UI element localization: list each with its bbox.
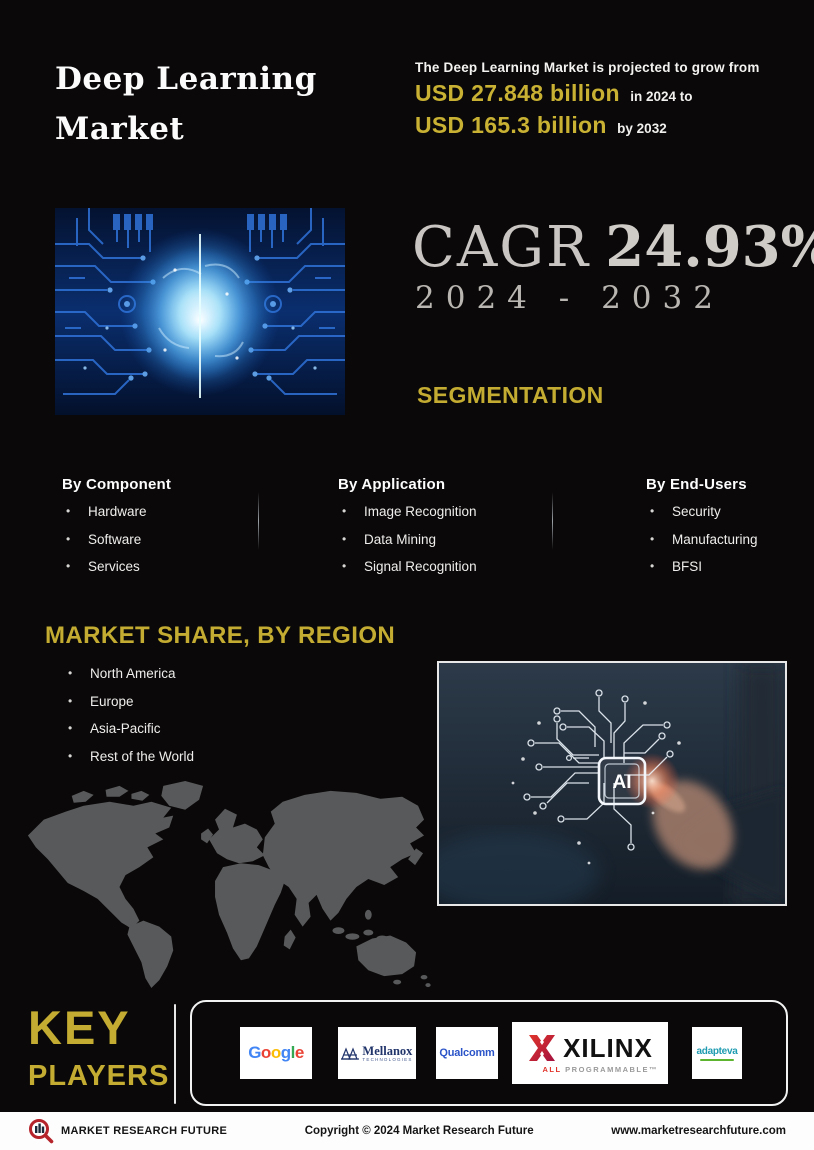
- segment-group-application: By Application Image Recognition Data Mi…: [338, 476, 548, 587]
- trademark-symbol: ™: [649, 1064, 658, 1074]
- page-title-line1: Deep Learning: [55, 61, 317, 97]
- page-title-line2: Market: [55, 111, 185, 147]
- segment-group-component: By Component Hardware Software Services: [62, 476, 252, 587]
- segment-item-list: Hardware Software Services: [62, 504, 252, 574]
- segment-divider: [258, 492, 259, 550]
- logo-letter: o: [260, 1043, 271, 1062]
- region-list: North America Europe Asia-Pacific Rest o…: [64, 666, 194, 776]
- cagr-value: 24.93%: [605, 214, 814, 280]
- qualcomm-wordmark: Qualcomm: [439, 1047, 495, 1059]
- segment-divider: [552, 492, 553, 550]
- list-item: Asia-Pacific: [64, 721, 194, 736]
- mellanox-wordmark: Mellanox: [362, 1043, 413, 1058]
- segment-item-list: Image Recognition Data Mining Signal Rec…: [338, 504, 548, 574]
- segment-group-title: By End-Users: [646, 476, 747, 493]
- cagr-label: CAGR: [412, 215, 591, 280]
- logo-letter: G: [248, 1043, 261, 1062]
- list-item: Rest of the World: [64, 749, 194, 764]
- logo-letter: l: [290, 1043, 296, 1062]
- projection-suffix-text: by 2032: [617, 121, 667, 136]
- footer-brand: MARKET RESEARCH FUTURE: [61, 1125, 228, 1137]
- mellanox-bridge-icon: [341, 1047, 360, 1060]
- brain-circuit-illustration: [55, 208, 345, 415]
- projection-value-2024: USD 27.848 billion: [415, 80, 620, 106]
- xilinx-logo: XILINX ALL PROGRAMMABLE™: [512, 1022, 668, 1084]
- projection-intro: The Deep Learning Market is projected to…: [415, 60, 760, 75]
- projection-mid-text: in 2024 to: [630, 89, 693, 104]
- cagr-period: 2024 - 2032: [415, 280, 724, 316]
- key-players-divider: [174, 1004, 176, 1104]
- footer-website-link[interactable]: www.marketresearchfuture.com: [611, 1125, 786, 1137]
- mellanox-logo: Mellanox TECHNOLOGIES: [338, 1027, 416, 1079]
- market-research-future-logo-icon: [29, 1119, 54, 1144]
- list-item: Europe: [64, 694, 194, 709]
- list-item: Hardware: [62, 504, 252, 519]
- market-share-heading: MARKET SHARE, BY REGION: [45, 622, 396, 649]
- logo-letter: e: [294, 1043, 304, 1062]
- logo-letter: g: [280, 1043, 291, 1062]
- projection-value-2032: USD 165.3 billion: [415, 112, 607, 138]
- key-players-heading-line1: KEY: [28, 1001, 131, 1054]
- page-title: Deep Learning Market: [55, 54, 317, 154]
- google-wordmark: Google: [248, 1043, 304, 1063]
- adapteva-accent-bar: [700, 1058, 734, 1061]
- segment-group-title: By Application: [338, 476, 446, 493]
- list-item: BFSI: [646, 559, 806, 574]
- key-players-heading-line2: PLAYERS: [28, 1060, 170, 1092]
- list-item: Manufacturing: [646, 532, 806, 547]
- footer-copyright: Copyright © 2024 Market Research Future: [304, 1125, 534, 1137]
- segmentation-heading: SEGMENTATION: [417, 382, 604, 408]
- mellanox-sub-text: TECHNOLOGIES: [362, 1056, 413, 1062]
- google-logo: Google: [240, 1027, 312, 1079]
- list-item: North America: [64, 666, 194, 681]
- list-item: Services: [62, 559, 252, 574]
- list-item: Software: [62, 532, 252, 547]
- market-projection: The Deep Learning Market is projected to…: [415, 60, 807, 139]
- xilinx-x-icon: [529, 1034, 556, 1061]
- segment-group-end-users: By End-Users Security Manufacturing BFSI: [646, 476, 806, 587]
- xilinx-wordmark: XILINX: [563, 1032, 653, 1063]
- world-map: [14, 776, 432, 994]
- xilinx-tagline-all: ALL: [542, 1064, 562, 1074]
- logo-letter: o: [270, 1043, 281, 1062]
- cagr-line: CAGR 24.93%: [412, 214, 814, 280]
- adapteva-logo: adapteva: [692, 1027, 742, 1079]
- list-item: Data Mining: [338, 532, 548, 547]
- segment-item-list: Security Manufacturing BFSI: [646, 504, 806, 574]
- ai-chip-label: AI: [613, 772, 632, 793]
- xilinx-tagline-programmable: PROGRAMMABLE: [565, 1064, 649, 1074]
- world-map-graphic: [27, 780, 431, 989]
- footer-bar: MARKET RESEARCH FUTURE Copyright © 2024 …: [0, 1112, 814, 1150]
- list-item: Security: [646, 504, 806, 519]
- xilinx-tagline: ALL PROGRAMMABLE™: [542, 1065, 658, 1074]
- qualcomm-logo: Qualcomm: [436, 1027, 498, 1079]
- list-item: Image Recognition: [338, 504, 548, 519]
- adapteva-wordmark: adapteva: [696, 1045, 738, 1057]
- chip-image: AI: [437, 661, 787, 906]
- segment-group-title: By Component: [62, 476, 172, 493]
- ai-chip-illustration: AI: [439, 663, 785, 904]
- list-item: Signal Recognition: [338, 559, 548, 574]
- key-players-box: [190, 1000, 788, 1106]
- hero-image: [55, 208, 345, 415]
